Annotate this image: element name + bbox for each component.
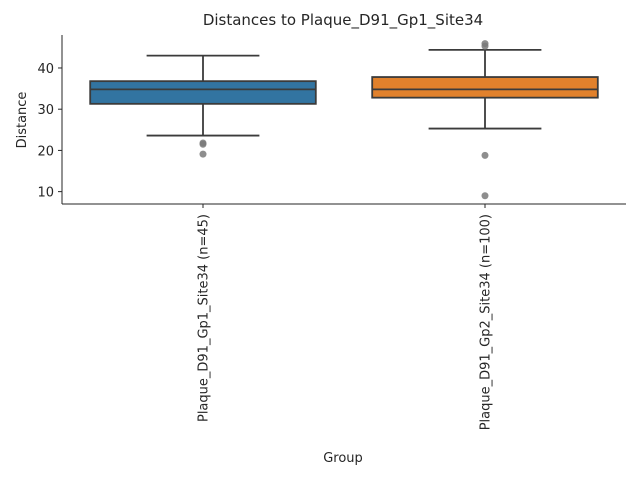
y-tick-label: 40	[37, 62, 54, 77]
box-group	[371, 40, 599, 200]
x-tick-label: Plaque_D91_Gp1_Site34 (n=45)	[197, 214, 212, 422]
y-axis-label: Distance	[15, 92, 30, 149]
chart-title: Distances to Plaque_D91_Gp1_Site34	[203, 11, 483, 30]
box-iqr	[371, 76, 599, 99]
x-axis-ticks: Plaque_D91_Gp1_Site34 (n=45) Plaque_D91_G…	[197, 204, 494, 430]
box-iqr	[89, 80, 317, 105]
outlier-point	[481, 192, 489, 200]
y-axis-ticks: 10 20 30 40	[37, 62, 62, 201]
x-tick-label: Plaque_D91_Gp2_Site34 (n=100)	[479, 214, 494, 430]
y-tick-label: 30	[37, 103, 54, 118]
outlier-point	[199, 140, 207, 148]
y-tick-label: 10	[37, 186, 54, 201]
box-group	[89, 54, 317, 158]
y-tick-label: 20	[37, 144, 54, 159]
outlier-point	[199, 150, 207, 158]
outlier-point	[481, 42, 489, 50]
x-axis-label: Group	[323, 451, 363, 466]
outlier-point	[481, 151, 489, 159]
plot-area	[89, 40, 599, 200]
